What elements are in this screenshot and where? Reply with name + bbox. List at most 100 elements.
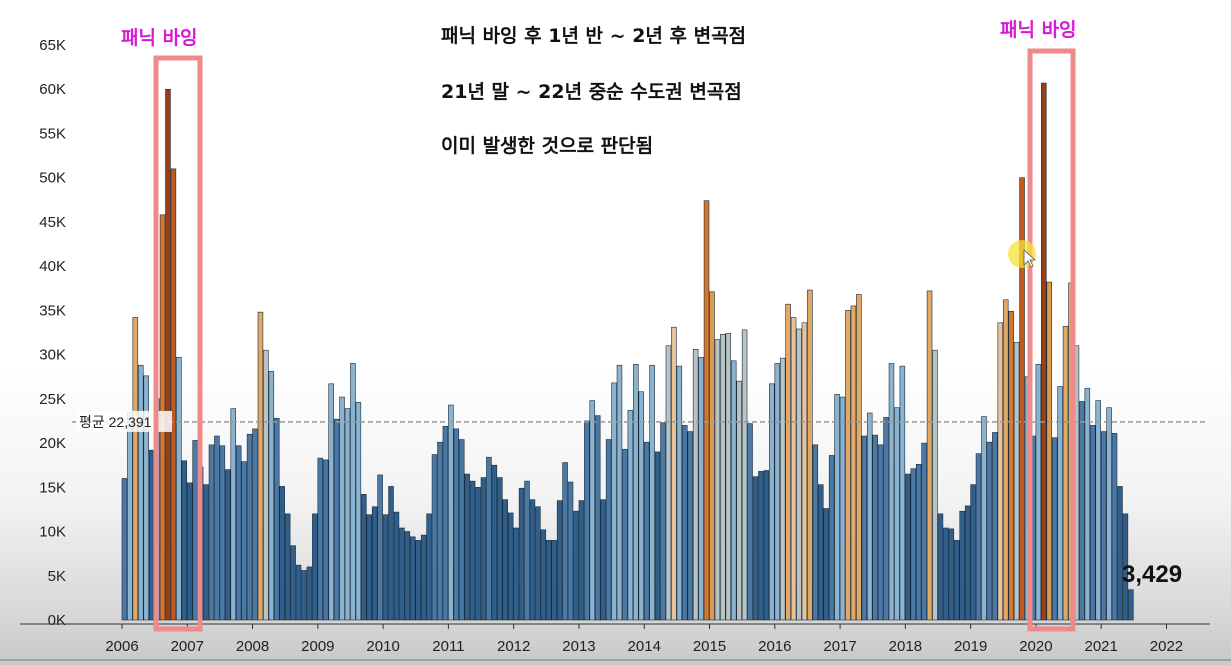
bar <box>518 487 525 621</box>
highlight-box-left <box>153 55 203 632</box>
panic-buying-label-right: 패닉 바잉 <box>1000 19 1077 41</box>
x-tick-label: 2007 <box>171 638 204 655</box>
bar <box>774 363 780 621</box>
y-tick-label: 10K <box>39 524 66 541</box>
bar <box>138 364 144 621</box>
bar <box>475 487 481 621</box>
bar <box>274 418 280 621</box>
bar <box>208 444 215 621</box>
bar <box>818 484 824 621</box>
bar <box>573 510 579 621</box>
x-tick-label: 2014 <box>628 638 661 655</box>
bar <box>290 545 296 621</box>
bar <box>540 529 547 621</box>
bar <box>1095 400 1101 621</box>
bar <box>959 510 965 621</box>
bar <box>333 418 340 621</box>
x-tick-label: 2008 <box>236 638 269 655</box>
bar <box>981 416 987 621</box>
bar <box>312 513 318 621</box>
x-tick-label: 2011 <box>432 638 464 655</box>
y-axis: 0K 5K 10K 15K 20K 25K 30K 35K 40K 45K 50K 55K 60K 65K <box>39 37 66 629</box>
bar <box>176 356 182 621</box>
bar <box>970 484 976 621</box>
bar <box>339 396 345 621</box>
bar <box>709 291 715 621</box>
bar <box>584 420 590 621</box>
bar <box>279 486 285 621</box>
bar <box>235 445 242 621</box>
mouse-pointer-icon <box>1023 249 1037 268</box>
bar <box>491 464 498 621</box>
bar <box>143 375 149 621</box>
bar <box>828 455 835 621</box>
bar <box>937 513 944 621</box>
bar <box>861 435 868 621</box>
bar <box>1041 82 1047 621</box>
bar <box>932 349 938 621</box>
bar <box>252 428 258 621</box>
x-tick-label: 2010 <box>366 638 399 655</box>
bar <box>600 499 606 621</box>
bar <box>453 428 460 621</box>
bar <box>214 435 220 621</box>
bar <box>148 449 155 621</box>
x-tick-label: 2006 <box>105 638 138 655</box>
bar <box>246 433 253 621</box>
bar <box>747 423 753 621</box>
bar <box>866 412 873 621</box>
bar <box>921 442 927 621</box>
bar <box>997 322 1004 621</box>
bar <box>535 506 541 621</box>
bar <box>894 407 900 621</box>
bar <box>682 425 688 621</box>
bar <box>1084 387 1091 621</box>
bar <box>181 460 188 621</box>
bar <box>241 461 247 621</box>
bar <box>132 317 139 621</box>
bar <box>322 459 329 621</box>
bar <box>497 477 503 621</box>
bar <box>1090 425 1096 621</box>
bar <box>268 371 275 621</box>
bar <box>1008 310 1014 621</box>
bar <box>578 500 585 621</box>
y-tick-label: 65K <box>39 37 66 54</box>
bar <box>306 566 313 621</box>
bar <box>796 328 802 621</box>
bar <box>480 477 487 621</box>
y-tick-label: 60K <box>39 81 66 98</box>
bar <box>605 439 612 621</box>
y-tick-label: 40K <box>39 258 66 275</box>
bar <box>219 445 226 621</box>
bar <box>725 333 732 621</box>
bar <box>225 469 231 621</box>
last-value-label: 3,429 <box>1122 561 1182 588</box>
x-tick-label: 2021 <box>1085 638 1118 655</box>
bar <box>371 506 378 621</box>
bar <box>883 417 889 621</box>
bar <box>594 415 601 621</box>
bar <box>915 464 922 621</box>
bar <box>769 383 775 621</box>
bar <box>284 513 291 621</box>
bar <box>1122 513 1129 621</box>
bar <box>986 441 993 621</box>
bar <box>121 478 128 621</box>
average-line-group: 평균 22,391 <box>72 410 1205 432</box>
bar <box>622 448 628 621</box>
bar <box>649 364 655 621</box>
bar <box>992 432 998 621</box>
bar <box>741 329 748 621</box>
bar <box>790 317 797 621</box>
bar <box>665 345 672 621</box>
bar <box>943 527 949 621</box>
bar <box>899 365 906 621</box>
bar <box>203 484 209 621</box>
x-tick-label: 2013 <box>562 638 595 655</box>
bar <box>366 514 372 621</box>
y-tick-label: 20K <box>39 435 66 452</box>
x-tick-label: 2022 <box>1150 638 1183 655</box>
